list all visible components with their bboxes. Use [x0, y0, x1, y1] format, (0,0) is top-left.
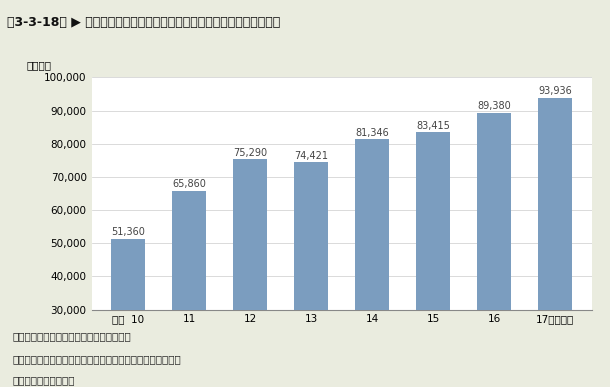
Bar — [477, 113, 511, 387]
Text: 65,860: 65,860 — [172, 179, 206, 189]
Text: 89,380: 89,380 — [477, 101, 511, 111]
Text: 83,415: 83,415 — [416, 121, 450, 131]
Bar — [294, 162, 328, 387]
Text: 81,346: 81,346 — [355, 128, 389, 138]
Text: 93,936: 93,936 — [538, 86, 572, 96]
Bar — [538, 98, 572, 387]
Text: 74,421: 74,421 — [294, 151, 328, 161]
Text: 51,360: 51,360 — [111, 228, 145, 237]
Text: 第3-3-18図 ▶ 日本学生支援機構奨学金貸与人員総数（大学院生）の推移: 第3-3-18図 ▶ 日本学生支援機構奨学金貸与人員総数（大学院生）の推移 — [7, 16, 281, 29]
Text: ２．平成５５年度までは日本育英会で奨学金事業を実施: ２．平成５５年度までは日本育英会で奨学金事業を実施 — [12, 354, 181, 364]
Text: 資料：文部科学省調べ: 資料：文部科学省調べ — [12, 375, 74, 385]
Bar — [416, 132, 450, 387]
Bar — [233, 159, 267, 387]
Text: 75,290: 75,290 — [233, 148, 267, 158]
Bar — [355, 139, 389, 387]
Text: （人数）: （人数） — [26, 60, 51, 70]
Bar — [111, 239, 145, 387]
Text: 注）１．各年度における当初予算措置人数: 注）１．各年度における当初予算措置人数 — [12, 331, 131, 341]
Bar — [172, 191, 206, 387]
